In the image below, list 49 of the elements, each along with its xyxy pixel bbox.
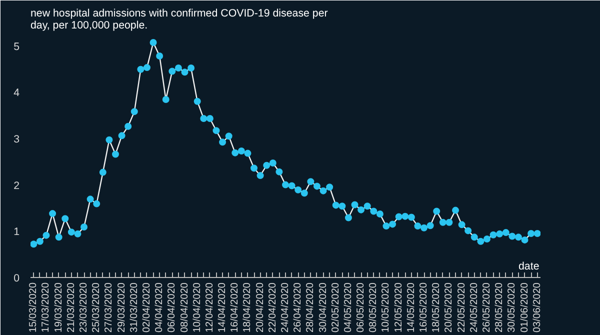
x-tick-label: 20/04/2020 [254, 282, 266, 333]
x-tick-label: 15/03/2020 [28, 282, 40, 333]
x-tick-label: 24/04/2020 [280, 282, 291, 333]
x-tick-label: 06/04/2020 [166, 282, 178, 333]
x-tick-label: 26/04/2020 [292, 282, 304, 333]
x-tick-label: 19/03/2020 [53, 282, 64, 333]
y-tick-label: 4 [14, 87, 20, 100]
x-tick-label: 28/04/2020 [305, 282, 316, 333]
x-tick-label: 29/03/2020 [116, 282, 128, 333]
x-tick-label: 10/04/2020 [192, 282, 203, 333]
x-tick-label: 01/06/2020 [519, 282, 530, 333]
y-tick-label: 0 [14, 272, 20, 284]
y-tick-label: 2 [14, 180, 20, 192]
x-tick-label: 16/04/2020 [230, 282, 241, 333]
x-axis-title: date [518, 260, 540, 273]
x-tick-label: 08/04/2020 [179, 282, 190, 333]
x-tick-label: 03/06/2020 [532, 282, 543, 333]
x-tick-label: 27/03/2020 [104, 282, 115, 333]
x-tick-label: 30/04/2020 [318, 282, 329, 333]
x-tick-label: 12/04/2020 [204, 282, 216, 333]
x-tick-label: 20/05/2020 [444, 282, 455, 333]
y-tick-label: 1 [14, 226, 20, 238]
x-tick-label: 08/05/2020 [368, 282, 380, 333]
x-tick-label: 31/03/2020 [128, 282, 140, 333]
x-tick-label: 16/05/2020 [418, 282, 430, 333]
x-tick-label: 14/05/2020 [406, 282, 417, 333]
y-tick-label: 5 [14, 40, 20, 53]
x-tick-label: 21/03/2020 [66, 282, 77, 333]
x-tick-label: 25/03/2020 [91, 282, 102, 333]
x-tick-label: 12/05/2020 [393, 282, 404, 333]
x-tick-label: 17/03/2020 [40, 282, 52, 333]
x-tick-label: 24/05/2020 [468, 282, 480, 333]
x-tick-label: 14/04/2020 [217, 282, 228, 333]
x-tick-label: 22/05/2020 [456, 282, 468, 333]
x-tick-label: 18/04/2020 [242, 282, 254, 333]
x-tick-label: 04/05/2020 [342, 282, 354, 333]
x-tick-label: 23/03/2020 [78, 282, 90, 333]
y-tick-label: 3 [14, 133, 20, 146]
x-tick-label: 02/05/2020 [330, 282, 342, 333]
x-tick-label: 04/04/2020 [154, 282, 166, 333]
chart-title: new hospital admissions with confirmed COVID-19 disease per day, per 100,000 people. [30, 8, 328, 32]
x-tick-label: 18/05/2020 [431, 282, 442, 333]
x-tick-label: 26/05/2020 [481, 282, 492, 333]
x-tick-label: 06/05/2020 [356, 282, 367, 333]
x-tick-label: 10/05/2020 [380, 282, 392, 333]
x-tick-label: 22/04/2020 [267, 282, 278, 333]
x-tick-label: 28/05/2020 [494, 282, 506, 333]
x-tick-label: 02/04/2020 [141, 282, 152, 333]
x-tick-label: 30/05/2020 [506, 282, 518, 333]
